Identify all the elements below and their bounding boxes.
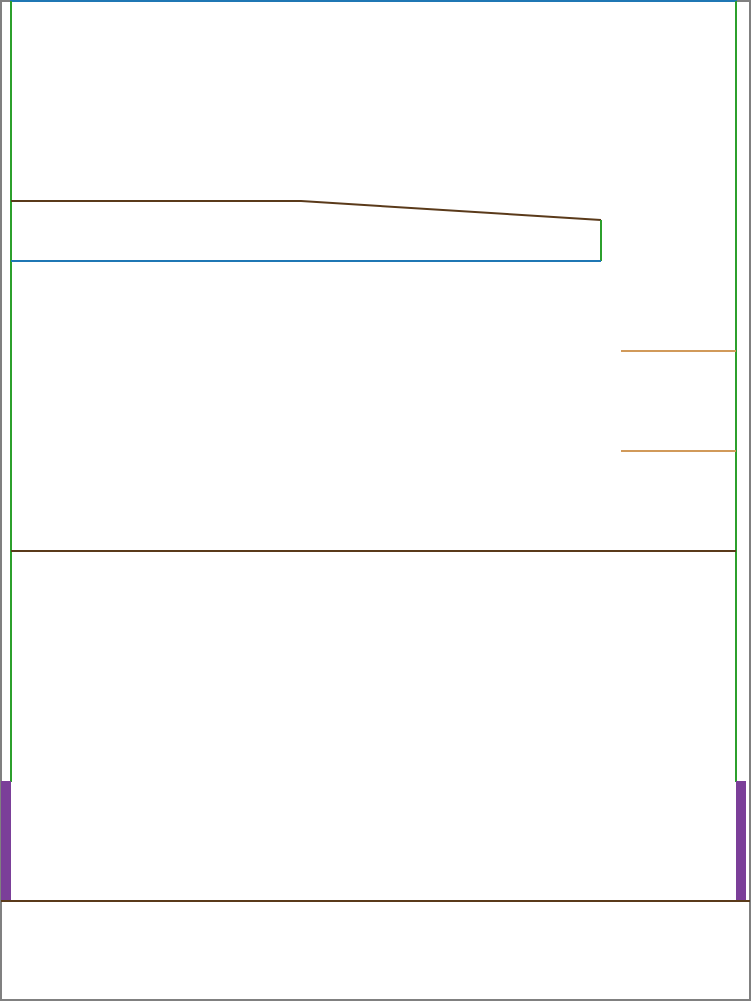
left-base-post — [1, 781, 11, 901]
shelf-top-edge — [11, 200, 602, 221]
right-base-post — [736, 781, 746, 901]
